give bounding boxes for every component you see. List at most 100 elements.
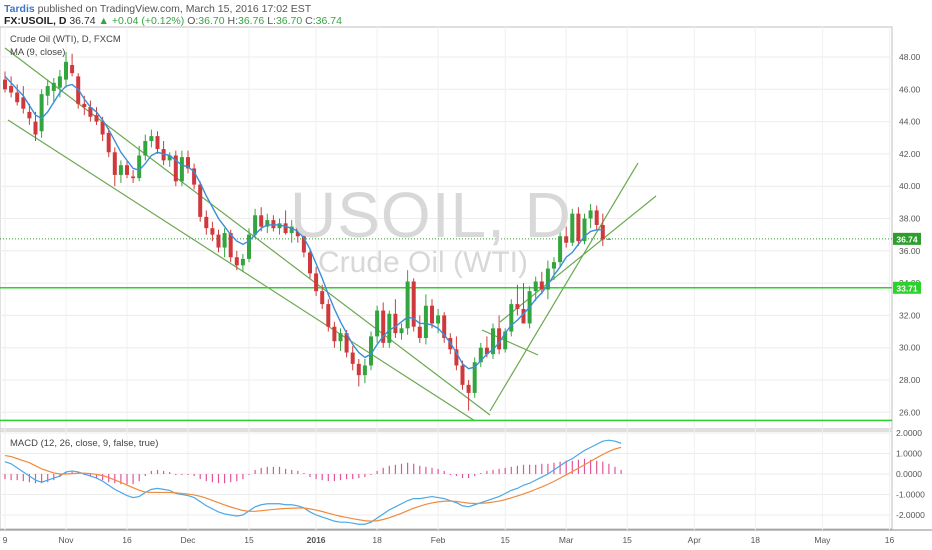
candle-body xyxy=(94,115,99,122)
candle-body xyxy=(332,326,337,342)
macd-histogram-bar xyxy=(120,474,122,485)
macd-histogram-bar xyxy=(553,462,555,474)
candle-body xyxy=(112,152,117,175)
macd-histogram-bar xyxy=(376,470,378,474)
candle-body xyxy=(576,213,581,242)
macd-histogram-bar xyxy=(303,472,305,474)
macd-indicator-series xyxy=(4,439,622,525)
price-tick-label: 40.00 xyxy=(899,181,921,191)
macd-histogram-bar xyxy=(486,470,488,474)
macd-histogram-bar xyxy=(272,466,274,474)
candle-body xyxy=(454,349,459,366)
macd-histogram-bar xyxy=(53,474,55,481)
macd-histogram-bar xyxy=(28,474,30,483)
macd-histogram-bar xyxy=(571,460,573,474)
candle-body xyxy=(350,352,355,364)
macd-histogram-bar xyxy=(102,474,104,481)
candle-body xyxy=(64,61,68,80)
instrument-legend[interactable]: Crude Oil (WTI), D, FXCM xyxy=(10,34,121,45)
macd-histogram-bar xyxy=(449,474,451,475)
last-price: 36.74 xyxy=(69,15,96,27)
support-price-tag-box xyxy=(893,281,921,294)
candle-body xyxy=(582,218,587,242)
macd-histogram-bar xyxy=(89,474,91,477)
high-label: H: xyxy=(227,15,238,27)
macd-histogram-bar xyxy=(388,465,390,474)
macd-histogram-bar xyxy=(315,474,317,480)
macd-legend[interactable]: MACD (12, 26, close, 9, false, true) xyxy=(10,438,159,449)
candle-body xyxy=(600,224,605,240)
time-tick-label: 16 xyxy=(122,535,132,545)
candle-body xyxy=(21,97,26,109)
price-tick-label: 30.00 xyxy=(899,343,921,353)
candle-body xyxy=(387,313,392,343)
macd-histogram-bar xyxy=(480,472,482,474)
macd-histogram-bar xyxy=(175,474,177,476)
time-tick-label: 16 xyxy=(885,535,895,545)
ma-legend[interactable]: MA (9, close) xyxy=(10,47,66,58)
macd-histogram-bar xyxy=(461,474,464,479)
macd-histogram-bar xyxy=(138,474,140,482)
candle-body xyxy=(100,121,105,135)
candle-body xyxy=(179,157,184,182)
trend-channel-lines xyxy=(0,47,892,422)
macd-histogram-bar xyxy=(4,474,6,480)
price-tick-label: 42.00 xyxy=(899,149,921,159)
candle-body xyxy=(216,234,221,248)
low-value: 36.70 xyxy=(275,15,303,27)
candle-body xyxy=(137,155,142,179)
macd-histogram-bar xyxy=(199,474,201,480)
candle-body xyxy=(301,236,306,253)
candle-body xyxy=(198,184,203,217)
macd-histogram-bar xyxy=(230,474,232,483)
time-tick-label: 15 xyxy=(622,535,632,545)
candle-body xyxy=(167,155,172,161)
candle-body xyxy=(564,236,569,243)
candle-body xyxy=(594,210,599,225)
candle-body xyxy=(228,233,233,258)
candle-body xyxy=(283,223,288,234)
candle-body xyxy=(155,136,160,150)
candle-body xyxy=(539,281,544,290)
macd-histogram-bar xyxy=(150,470,152,474)
triangle-up-icon: ▲ xyxy=(98,15,109,27)
macd-histogram-bar xyxy=(492,469,494,474)
candle-body xyxy=(51,82,56,91)
time-tick-label: Nov xyxy=(58,535,74,545)
macd-histogram-bar xyxy=(431,467,433,474)
low-label: L: xyxy=(267,15,276,27)
macd-histogram-bar xyxy=(614,466,616,474)
candle-body xyxy=(204,216,209,229)
macd-histogram-bar xyxy=(547,463,549,474)
macd-histogram-bar xyxy=(242,474,244,480)
candle-body xyxy=(338,333,343,342)
macd-histogram-bar xyxy=(425,466,427,474)
macd-histogram-bar xyxy=(321,474,323,481)
price-tick-label: 36.00 xyxy=(899,246,921,256)
macd-histogram-bar xyxy=(583,458,586,474)
macd-histogram-bar xyxy=(285,468,287,474)
channel-line xyxy=(7,119,476,422)
macd-histogram-bar xyxy=(468,474,470,479)
candle-body xyxy=(588,210,593,219)
candle-body xyxy=(314,273,319,292)
price-pane xyxy=(0,26,893,430)
macd-histogram-bar xyxy=(535,464,537,474)
candle-body xyxy=(399,328,404,334)
macd-histogram-bar xyxy=(413,463,415,474)
candle-body xyxy=(106,132,111,153)
candle-body xyxy=(3,79,7,90)
candle-body xyxy=(375,310,380,337)
candle-body xyxy=(240,258,245,266)
candle-body xyxy=(253,215,258,235)
candle-body xyxy=(234,257,239,266)
last-price-tag-box xyxy=(893,232,921,245)
publish-info: Tardis published on TradingView.com, Mar… xyxy=(4,3,311,15)
author-link[interactable]: Tardis xyxy=(4,3,35,15)
macd-histogram-bar xyxy=(400,463,403,474)
candle-body xyxy=(118,165,123,175)
macd-histogram-bar xyxy=(504,467,506,474)
channel-line xyxy=(499,195,657,323)
channel-line xyxy=(489,162,639,412)
